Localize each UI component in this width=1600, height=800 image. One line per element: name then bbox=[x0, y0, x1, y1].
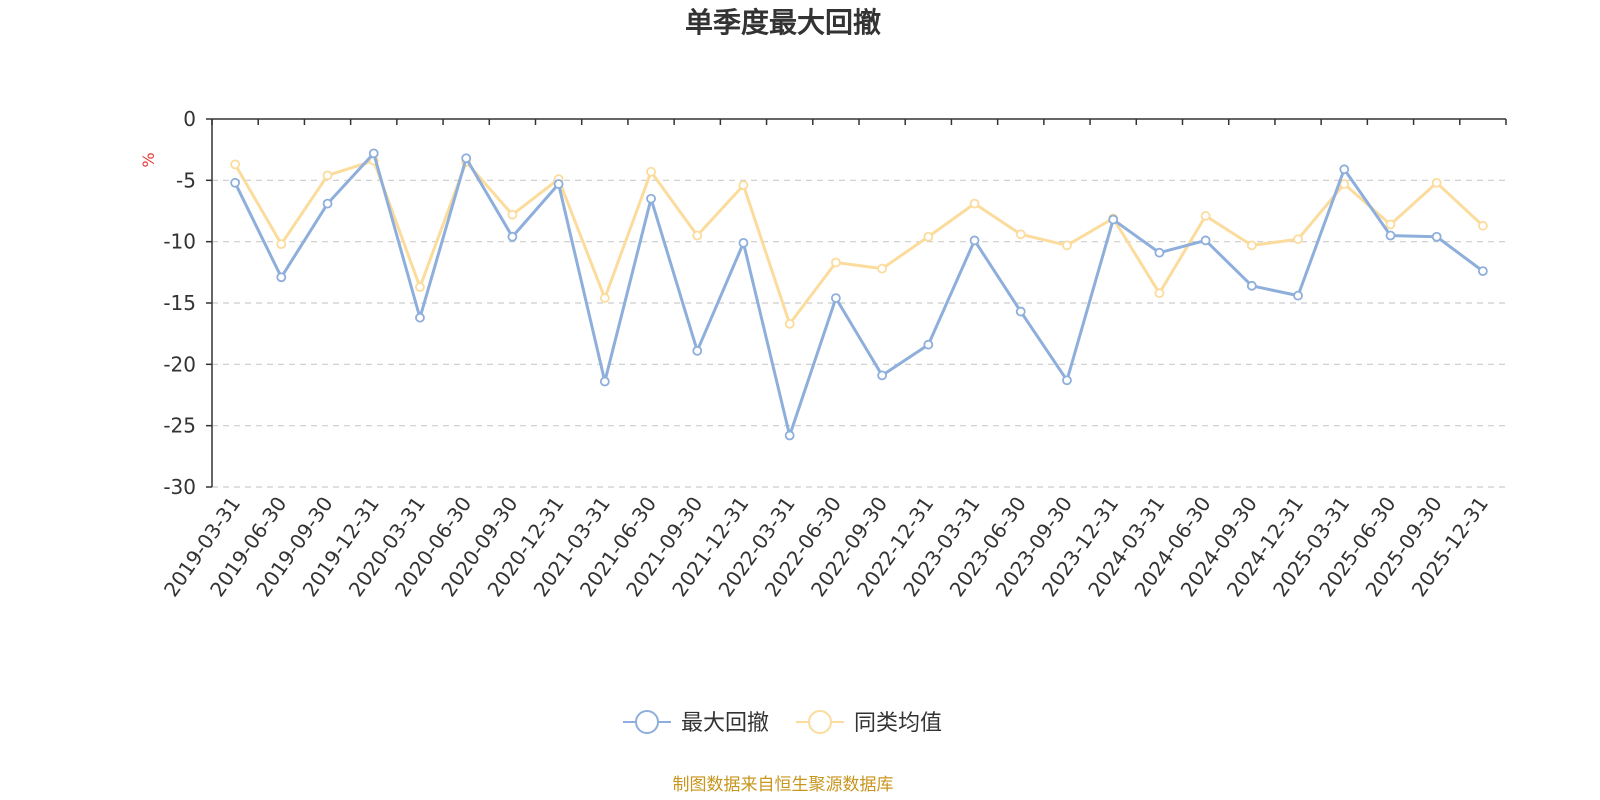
data-point[interactable] bbox=[553, 179, 564, 189]
y-axis-unit: % bbox=[139, 152, 158, 167]
chart-title: 单季度最大回撤 bbox=[685, 6, 881, 39]
data-point[interactable] bbox=[507, 231, 518, 242]
y-tick-label: -25 bbox=[163, 414, 196, 438]
legend-label[interactable]: 同类均值 bbox=[854, 711, 942, 736]
data-point[interactable] bbox=[1015, 229, 1026, 240]
data-point[interactable] bbox=[692, 345, 703, 356]
series-lines bbox=[230, 148, 1488, 441]
data-point[interactable] bbox=[1385, 219, 1396, 230]
legend-label[interactable]: 最大回撤 bbox=[681, 711, 769, 736]
data-point[interactable] bbox=[415, 312, 425, 323]
y-tick-label: -20 bbox=[163, 352, 196, 376]
data-point[interactable] bbox=[1154, 247, 1165, 258]
data-point[interactable] bbox=[507, 209, 518, 220]
data-point[interactable] bbox=[276, 239, 287, 250]
axes: 0-5-10-15-20-25-302019-03-312019-06-3020… bbox=[159, 107, 1507, 601]
data-point[interactable] bbox=[1062, 240, 1072, 251]
data-point[interactable] bbox=[599, 293, 610, 303]
data-point[interactable] bbox=[276, 272, 287, 283]
data-point[interactable] bbox=[923, 339, 934, 350]
data-point[interactable] bbox=[1200, 235, 1211, 246]
data-point[interactable] bbox=[738, 180, 749, 191]
data-point[interactable] bbox=[1385, 230, 1396, 241]
data-point[interactable] bbox=[784, 318, 795, 329]
data-point[interactable] bbox=[599, 376, 610, 387]
data-point[interactable] bbox=[1246, 280, 1257, 291]
data-point[interactable] bbox=[738, 237, 749, 248]
y-tick-label: 0 bbox=[183, 107, 196, 131]
data-point[interactable] bbox=[230, 159, 241, 170]
data-point[interactable] bbox=[1154, 288, 1165, 299]
data-point[interactable] bbox=[877, 263, 888, 274]
source-note: 制图数据来自恒生聚源数据库 bbox=[673, 775, 894, 795]
y-tick-label: -30 bbox=[163, 475, 196, 499]
data-point[interactable] bbox=[830, 293, 841, 303]
legend: 最大回撤 同类均值 bbox=[623, 710, 942, 736]
data-point[interactable] bbox=[1339, 164, 1350, 175]
series-line bbox=[233, 151, 1484, 437]
data-point[interactable] bbox=[646, 166, 656, 177]
data-point[interactable] bbox=[692, 230, 703, 241]
data-point[interactable] bbox=[969, 198, 980, 209]
data-point[interactable] bbox=[1477, 266, 1488, 277]
data-point[interactable] bbox=[877, 370, 888, 381]
data-point[interactable] bbox=[1062, 375, 1072, 386]
legend-swatch-marker[interactable] bbox=[635, 710, 659, 734]
data-point[interactable] bbox=[461, 153, 472, 164]
data-point[interactable] bbox=[1477, 220, 1488, 231]
y-tick-label: -10 bbox=[163, 230, 196, 254]
data-point[interactable] bbox=[322, 170, 333, 181]
data-point[interactable] bbox=[415, 282, 425, 292]
data-point[interactable] bbox=[784, 430, 795, 441]
data-point[interactable] bbox=[1015, 306, 1026, 317]
y-tick-label: -15 bbox=[163, 291, 196, 315]
data-point[interactable] bbox=[969, 235, 980, 246]
data-point[interactable] bbox=[1108, 214, 1119, 225]
series-line bbox=[233, 159, 1484, 326]
data-point[interactable] bbox=[368, 148, 379, 159]
grid-lines bbox=[212, 179, 1506, 488]
legend-swatch-marker[interactable] bbox=[808, 710, 832, 734]
data-point[interactable] bbox=[1200, 211, 1211, 221]
data-point[interactable] bbox=[1246, 240, 1257, 251]
data-point[interactable] bbox=[646, 193, 656, 204]
data-point[interactable] bbox=[230, 177, 241, 188]
data-point[interactable] bbox=[1431, 177, 1442, 188]
data-point[interactable] bbox=[1293, 290, 1303, 301]
data-point[interactable] bbox=[830, 257, 841, 268]
data-point[interactable] bbox=[1293, 234, 1303, 245]
y-tick-label: -5 bbox=[176, 168, 196, 192]
data-point[interactable] bbox=[923, 231, 934, 242]
data-point[interactable] bbox=[322, 198, 333, 209]
data-point[interactable] bbox=[1431, 231, 1442, 242]
